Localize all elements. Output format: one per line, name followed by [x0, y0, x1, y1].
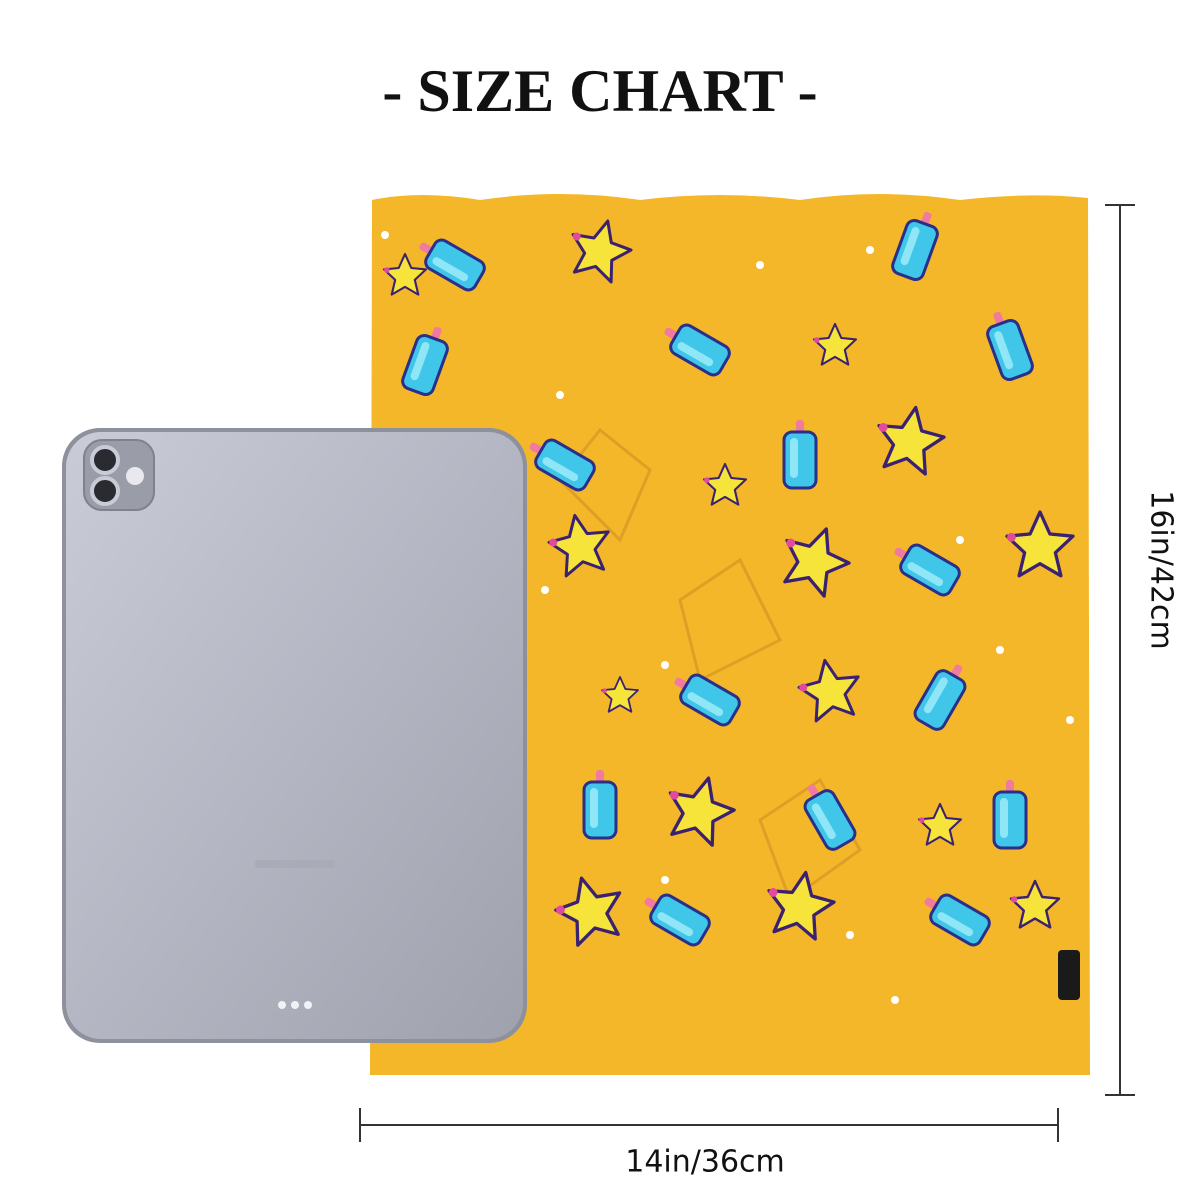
bag: [370, 194, 1090, 1075]
tablet: [62, 428, 527, 1043]
width-dimension: [359, 1108, 1059, 1142]
title: - SIZE CHART -: [382, 58, 817, 124]
height-label: 16in/42cm: [1144, 490, 1179, 650]
width-label: 14in/36cm: [625, 1145, 785, 1180]
height-dimension: [1105, 204, 1135, 1096]
